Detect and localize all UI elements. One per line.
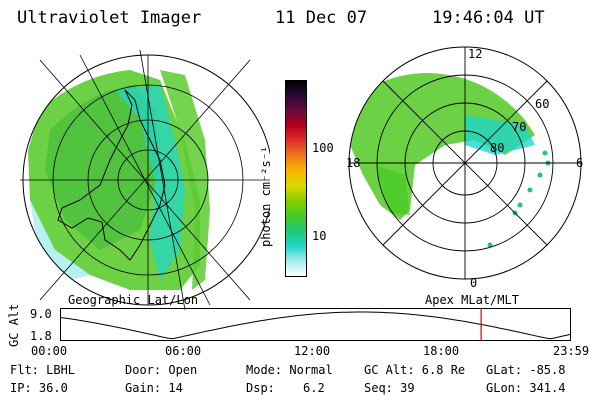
timeline-axis-label: GC Alt xyxy=(7,303,21,347)
mlt-label-18: 18 xyxy=(346,156,361,170)
x-tick-1200: 12:00 xyxy=(294,344,331,358)
info-dsp-label: Dsp: xyxy=(246,381,275,395)
y-tick-9-0: 9.0 xyxy=(30,307,52,321)
x-tick-0000: 00:00 xyxy=(31,344,68,358)
mlat-label-70: 70 xyxy=(512,120,527,134)
colorbar-tick-100: 100 xyxy=(312,141,334,155)
mlt-label-0: 0 xyxy=(470,276,478,290)
mlat-label-80: 80 xyxy=(490,141,505,155)
colorbar xyxy=(285,80,307,277)
header-time: 19:46:04 UT xyxy=(432,8,545,28)
info-door: Door: Open xyxy=(125,363,198,377)
info-mode: Mode: Normal xyxy=(246,363,333,377)
colorbar-unit-label: photon cm⁻²s⁻¹ xyxy=(259,145,273,247)
info-glat: GLat: -85.8 xyxy=(486,363,566,377)
x-tick-1800: 18:00 xyxy=(423,344,460,358)
y-tick-1-8: 1.8 xyxy=(30,329,52,343)
apex-panel-label: Apex MLat/MLT xyxy=(425,293,519,307)
orbit-altitude-plot xyxy=(60,308,572,341)
x-tick-2359: 23:59 xyxy=(553,344,590,358)
colorbar-tick-10: 10 xyxy=(312,229,327,243)
instrument-title: Ultraviolet Imager xyxy=(17,8,202,28)
info-gc-alt: GC Alt: 6.8 Re xyxy=(364,363,466,377)
mlat-label-60: 60 xyxy=(535,97,550,111)
altitude-curve xyxy=(60,311,572,340)
header-date: 11 Dec 07 xyxy=(275,8,368,28)
info-glon: GLon: 341.4 xyxy=(486,381,566,395)
mlt-label-6: 6 xyxy=(576,156,584,170)
apex-polar-plot xyxy=(348,46,582,280)
mlt-label-12: 12 xyxy=(468,47,483,61)
info-seq: Seq: 39 xyxy=(364,381,415,395)
info-dsp-value: 6.2 xyxy=(303,381,325,395)
info-flt: Flt: LBHL xyxy=(10,363,76,377)
x-tick-0600: 06:00 xyxy=(165,344,202,358)
geographic-panel-label: Geographic Lat/Lon xyxy=(68,293,199,307)
geographic-map xyxy=(20,50,270,310)
info-ip: IP: 36.0 xyxy=(10,381,68,395)
info-gain: Gain: 14 xyxy=(125,381,183,395)
